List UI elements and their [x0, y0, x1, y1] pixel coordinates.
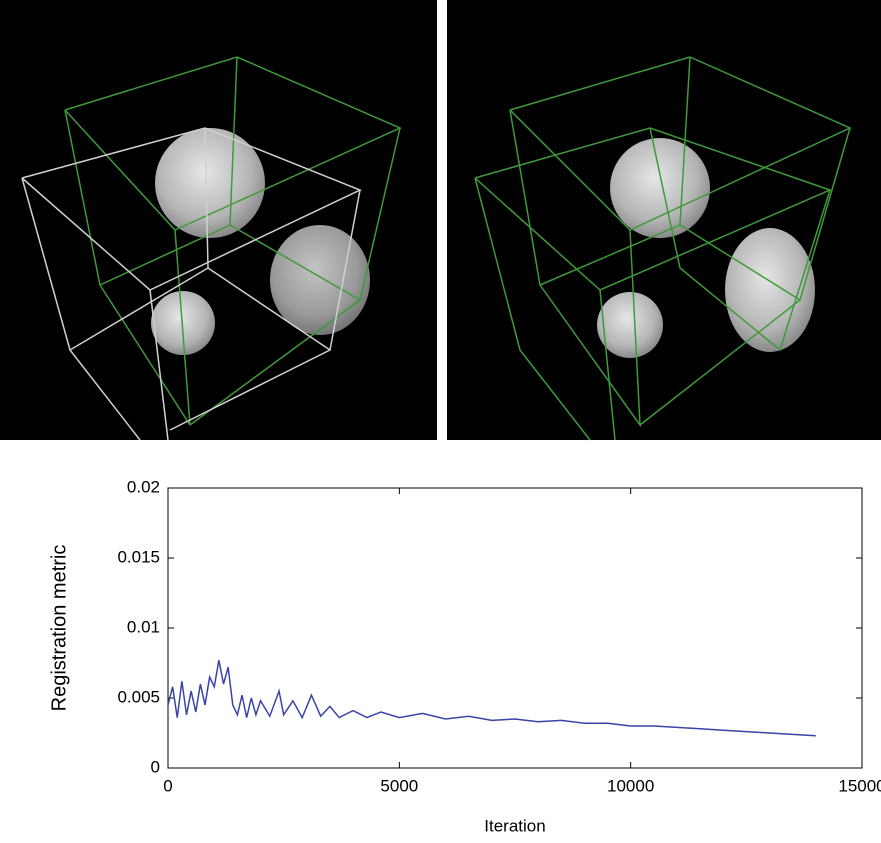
x-tick-label: 0: [163, 776, 172, 795]
x-tick-label: 15000: [838, 776, 881, 795]
y-tick-label: 0.02: [127, 477, 160, 496]
y-tick-label: 0.005: [117, 687, 160, 706]
y-axis-label: Registration metric: [48, 545, 70, 712]
page: {"chart_data": {"type": "line", "xlabel"…: [0, 0, 881, 843]
figure: Iteration Registration metric 0 5000 10000…: [0, 0, 881, 838]
x-tick-label: 5000: [380, 776, 418, 795]
plot-frame: [168, 488, 862, 768]
left-render: [0, 0, 437, 440]
y-tick-label: 0.01: [127, 617, 160, 636]
y-tick-label: 0.015: [117, 547, 160, 566]
data-line: [168, 660, 816, 736]
x-axis-label: Iteration: [484, 816, 545, 835]
x-tick-label: 10000: [607, 776, 654, 795]
y-tick-label: 0: [151, 757, 160, 776]
right-render: [447, 0, 881, 440]
